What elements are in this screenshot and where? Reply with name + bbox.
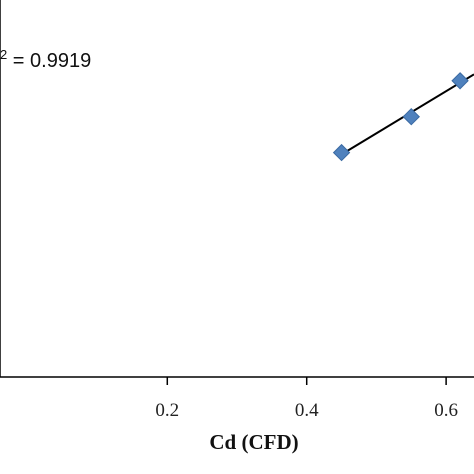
data-point: [451, 72, 469, 90]
x-tick-label: 0.2: [155, 400, 179, 421]
r-squared-value: = 0.9919: [7, 50, 91, 72]
x-axis-ticks: 0.2 0.4 0.6: [155, 377, 458, 421]
data-points: [332, 72, 469, 162]
x-tick-label: 0.6: [434, 400, 458, 421]
r-squared-label: 2 = 0.9919: [0, 47, 91, 72]
data-point: [332, 143, 351, 162]
x-tick-label: 0.4: [295, 400, 319, 421]
x-axis-title: Cd (CFD): [209, 430, 298, 454]
data-point: [402, 107, 420, 126]
plot-frame: [0, 0, 474, 378]
r-squared-superscript: 2: [0, 47, 7, 62]
